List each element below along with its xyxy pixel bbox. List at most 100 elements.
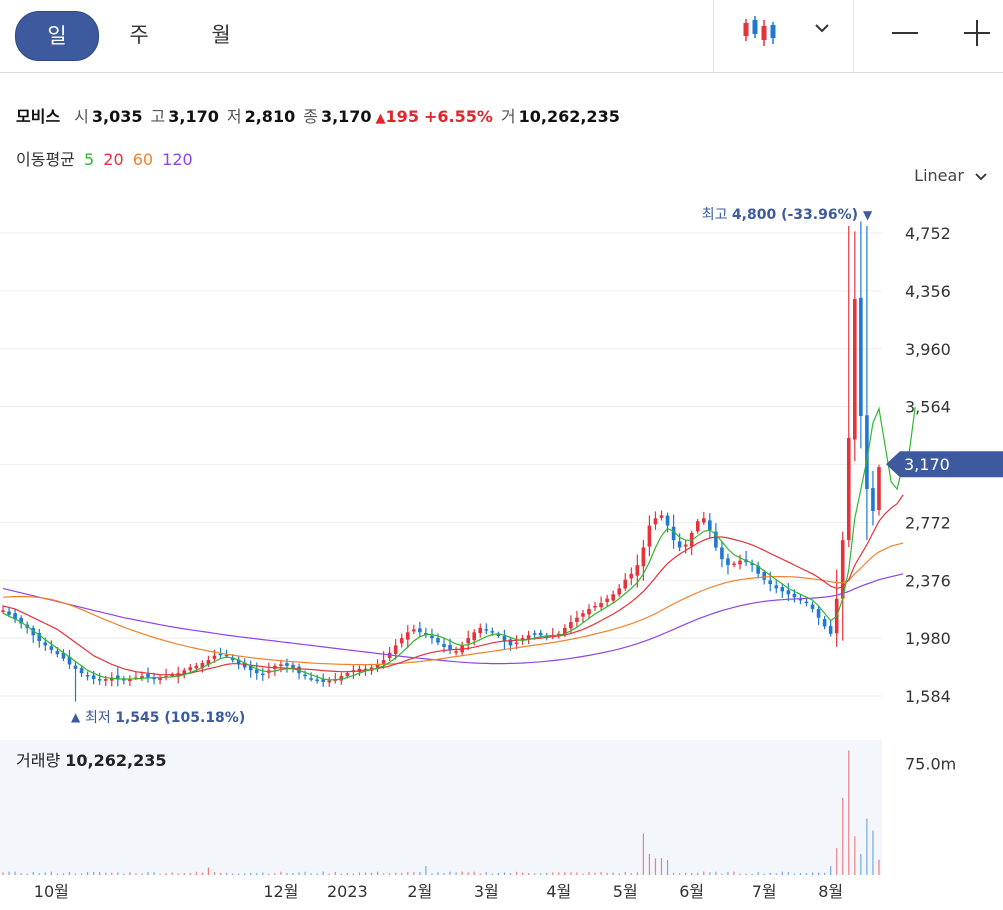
candle-body <box>871 488 875 511</box>
ma-120-line <box>2 573 904 665</box>
highest-price-label: 최고 4,800 (-33.96%) <box>702 207 858 223</box>
candle-body <box>412 629 416 632</box>
candle-body <box>877 467 881 511</box>
candle-body <box>701 518 706 523</box>
candle-body <box>726 558 730 566</box>
x-tick-label: 10월 <box>34 882 69 901</box>
high-label: 고 <box>150 107 166 126</box>
volume-label: 거 <box>500 107 516 126</box>
candle-body <box>695 521 700 532</box>
candle-body <box>544 635 549 638</box>
candle-body <box>563 627 567 635</box>
candle-body <box>623 579 628 589</box>
candle-body <box>569 622 573 629</box>
candle-body <box>194 665 199 669</box>
candlestick-icon[interactable] <box>741 14 781 50</box>
candle-body <box>478 627 483 634</box>
candle-body <box>720 547 724 560</box>
candle-body <box>327 680 332 683</box>
candle-body <box>218 653 223 656</box>
candle-body <box>804 601 809 604</box>
candle-body <box>853 299 857 440</box>
candle-body <box>593 605 597 608</box>
y-tick-label: 1,584 <box>905 687 951 706</box>
candle-body <box>248 665 253 671</box>
high-value: 3,170 <box>168 107 219 126</box>
open-value: 3,035 <box>91 107 143 126</box>
candle-body <box>865 415 869 490</box>
x-tick-label: 8월 <box>818 882 843 901</box>
y-tick-label: 1,980 <box>905 629 951 648</box>
change-value: 195 <box>385 107 419 126</box>
candle-body <box>285 663 289 666</box>
candle-body <box>182 670 187 675</box>
candle-body <box>405 632 410 640</box>
candle-body <box>635 565 640 576</box>
tab-day[interactable]: 일 <box>15 11 99 61</box>
change-arrow: ▲ <box>375 111 386 126</box>
candle-body <box>798 598 803 601</box>
candle-body <box>212 655 217 659</box>
candle-body <box>55 650 60 655</box>
ma-20-line <box>2 494 904 676</box>
candle-body <box>140 676 144 679</box>
tab-month[interactable]: 월 <box>211 23 231 47</box>
candle-body <box>466 638 470 644</box>
x-tick-label: 4월 <box>546 882 571 901</box>
candle-body <box>116 675 120 680</box>
x-tick-label: 6월 <box>679 882 704 901</box>
candle-body <box>236 659 241 665</box>
candle-body <box>526 635 531 641</box>
candle-body <box>399 638 404 644</box>
candle-body <box>490 631 495 633</box>
candle-body <box>448 645 452 650</box>
candle-body <box>762 571 766 580</box>
candle-body <box>1 610 5 612</box>
candle-body <box>532 633 537 635</box>
candle-body <box>514 642 519 645</box>
candle-body <box>7 611 11 615</box>
candle-body <box>859 297 863 416</box>
candle-body <box>170 674 174 677</box>
x-tick-label: 2023 <box>327 882 368 901</box>
candle-body <box>224 654 229 657</box>
scale-label: Linear <box>914 166 964 185</box>
candle-body <box>484 629 489 631</box>
candle-body <box>279 664 283 666</box>
candle-body <box>581 613 585 617</box>
chevron-down-icon[interactable] <box>812 18 832 38</box>
ma-5-line <box>2 406 916 681</box>
candle-body <box>599 603 603 608</box>
candle-body <box>683 544 688 547</box>
y-tick-label: 2,376 <box>905 571 951 590</box>
candle-body <box>31 627 36 636</box>
scale-selector[interactable]: Linear <box>914 166 989 185</box>
candle-body <box>260 673 265 676</box>
ma-20-label: 20 <box>103 150 124 169</box>
y-tick-label: 3,960 <box>905 340 951 359</box>
zoom-out-minus-icon[interactable] <box>890 20 920 46</box>
y-tick-label: 4,752 <box>905 224 951 243</box>
moving-average-legend[interactable]: 이동평균 5 20 60 120 <box>16 146 193 170</box>
tab-week[interactable]: 주 <box>129 23 149 47</box>
price-chart[interactable]: 4,752 4,356 3,960 3,564 2,772 2,376 1,980 1,584… <box>0 190 1003 910</box>
candle-body <box>43 642 48 646</box>
zoom-in-plus-icon[interactable] <box>962 18 992 48</box>
low-label: 저 <box>226 107 242 126</box>
x-tick-label: 12월 <box>263 882 298 901</box>
open-label: 시 <box>74 107 89 126</box>
candle-body <box>840 540 845 599</box>
candle-body <box>67 656 72 665</box>
candle-body <box>37 633 42 642</box>
candle-body <box>109 677 114 681</box>
candle-body <box>315 679 319 682</box>
last-price-tag <box>886 451 1003 478</box>
close-label: 종 <box>303 107 318 126</box>
candle-body <box>19 617 23 624</box>
candle-body <box>188 667 193 671</box>
chevron-down-icon <box>975 172 987 180</box>
candle-body <box>230 657 235 661</box>
candle-body <box>442 644 446 647</box>
change-percent: +6.55% <box>423 107 493 126</box>
y-tick-label: 3,564 <box>905 398 951 417</box>
